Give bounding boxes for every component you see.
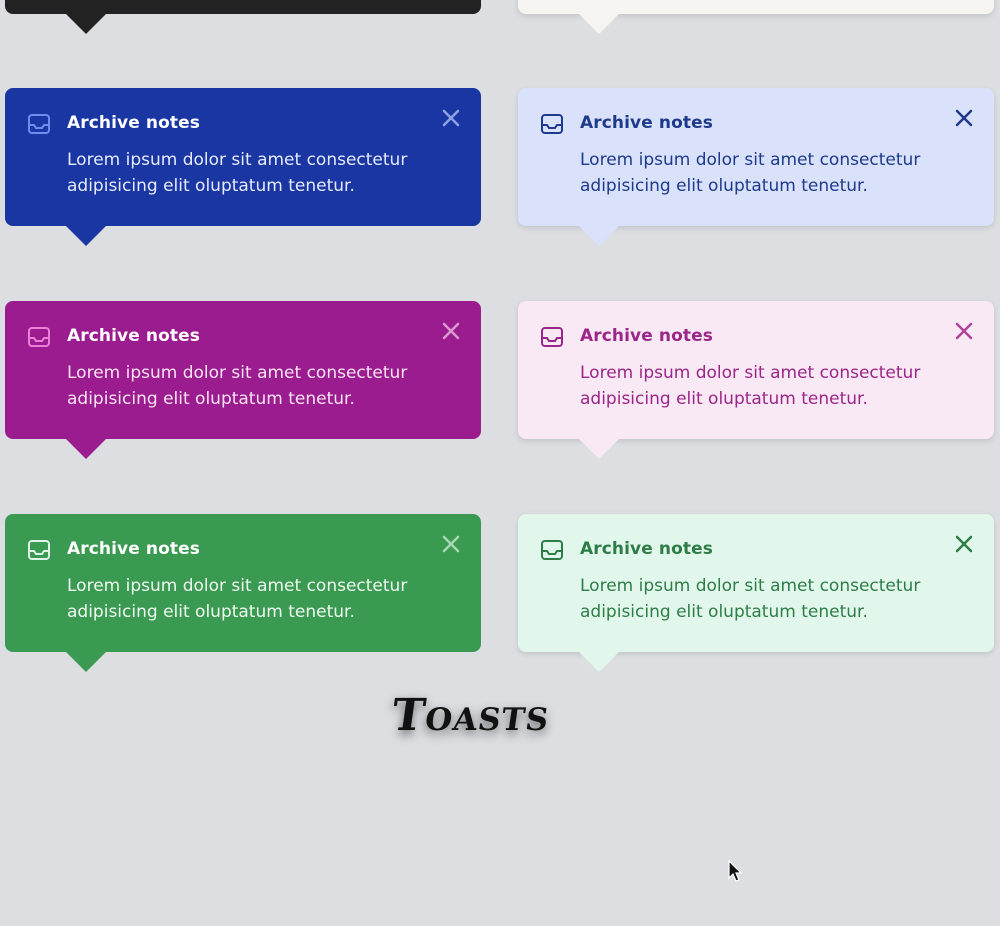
- toast-tail: [579, 652, 619, 672]
- toast-title: Archive notes: [580, 326, 713, 346]
- mouse-pointer-icon: [728, 860, 743, 882]
- toast-dark-solid: [5, 0, 481, 34]
- toast-purple-solid: Archive notes Lorem ipsum dolor sit amet…: [5, 301, 481, 459]
- page-heading: Toasts: [388, 690, 554, 741]
- toast-green-light: Archive notes Lorem ipsum dolor sit amet…: [518, 514, 994, 672]
- toast-title: Archive notes: [67, 326, 200, 346]
- close-icon[interactable]: [952, 532, 976, 556]
- toast-tail: [579, 226, 619, 246]
- toast-body: Lorem ipsum dolor sit amet consectetur a…: [580, 150, 921, 196]
- toast-title: Archive notes: [67, 113, 200, 133]
- toast-tail: [66, 439, 106, 459]
- inbox-icon: [541, 540, 563, 560]
- toast-blue-solid: Archive notes Lorem ipsum dolor sit amet…: [5, 88, 481, 246]
- toast-tail: [66, 226, 106, 246]
- toast-body: Lorem ipsum dolor sit amet consectetur a…: [580, 576, 921, 622]
- toast-body: Lorem ipsum dolor sit amet consectetur a…: [580, 363, 921, 409]
- toast-neutral-light: [518, 0, 994, 34]
- toast-title: Archive notes: [580, 539, 713, 559]
- toast-tail: [66, 14, 106, 34]
- inbox-icon: [28, 114, 50, 134]
- inbox-icon: [541, 114, 563, 134]
- close-icon[interactable]: [439, 106, 463, 130]
- close-icon[interactable]: [439, 532, 463, 556]
- toast-green-solid: Archive notes Lorem ipsum dolor sit amet…: [5, 514, 481, 672]
- toast-title: Archive notes: [580, 113, 713, 133]
- toast-body: Lorem ipsum dolor sit amet consectetur a…: [67, 363, 408, 409]
- toast-title: Archive notes: [67, 539, 200, 559]
- toast-tail: [66, 652, 106, 672]
- inbox-icon: [28, 327, 50, 347]
- toast-body: Lorem ipsum dolor sit amet consectetur a…: [67, 576, 408, 622]
- toast-body: Lorem ipsum dolor sit amet consectetur a…: [67, 150, 408, 196]
- toast-purple-light: Archive notes Lorem ipsum dolor sit amet…: [518, 301, 994, 459]
- toast-tail: [579, 439, 619, 459]
- close-icon[interactable]: [439, 319, 463, 343]
- inbox-icon: [28, 540, 50, 560]
- close-icon[interactable]: [952, 319, 976, 343]
- toast-blue-light: Archive notes Lorem ipsum dolor sit amet…: [518, 88, 994, 246]
- close-icon[interactable]: [952, 106, 976, 130]
- inbox-icon: [541, 327, 563, 347]
- toast-tail: [579, 14, 619, 34]
